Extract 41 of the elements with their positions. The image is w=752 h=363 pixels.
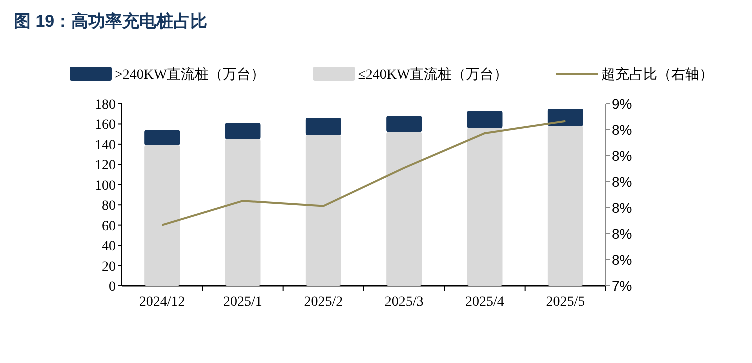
- legend-label: >240KW直流桩（万台）: [115, 67, 266, 83]
- bar: [225, 123, 261, 140]
- y2-tick-label: 8%: [612, 148, 632, 164]
- bar: [467, 111, 503, 128]
- bar: [548, 126, 584, 286]
- legend-label: 超充占比（右轴）: [601, 67, 714, 83]
- y2-tick-label: 8%: [612, 122, 632, 138]
- y-tick-label: 60: [102, 219, 116, 234]
- bar: [467, 128, 503, 286]
- y2-tick-label: 8%: [612, 200, 632, 216]
- x-tick-label: 2025/4: [466, 295, 504, 310]
- legend-label: ≤240KW直流桩（万台）: [358, 67, 508, 83]
- bar: [386, 116, 422, 132]
- y-tick-label: 80: [102, 199, 116, 214]
- y2-tick-label: 7%: [612, 278, 632, 294]
- y-tick-label: 140: [95, 138, 116, 154]
- y2-tick-label: 8%: [612, 226, 632, 242]
- y-tick-label: 40: [102, 240, 116, 255]
- bar: [144, 145, 180, 286]
- y-tick-label: 120: [95, 158, 116, 174]
- bar: [144, 130, 180, 146]
- y2-tick-label: 8%: [612, 252, 632, 268]
- x-tick-label: 2025/5: [546, 295, 586, 310]
- bar: [306, 135, 342, 286]
- x-tick-label: 2025/3: [384, 295, 424, 310]
- y2-tick-label: 8%: [612, 174, 632, 190]
- x-tick-label: 2024/12: [139, 295, 186, 310]
- bar: [548, 109, 584, 126]
- y-tick-label: 180: [95, 98, 116, 113]
- bar: [225, 139, 261, 286]
- y-tick-label: 0: [109, 280, 116, 295]
- y-tick-label: 100: [95, 178, 116, 194]
- y-tick-label: 20: [102, 260, 116, 275]
- x-tick-label: 2025/1: [224, 295, 262, 310]
- chart-title: 图 19：高功率充电桩占比: [14, 12, 208, 31]
- y-tick-label: 160: [95, 118, 116, 134]
- y2-tick-label: 9%: [612, 96, 632, 112]
- bar: [386, 132, 422, 286]
- x-tick-label: 2025/2: [304, 295, 344, 310]
- line-series: [161, 120, 567, 226]
- bar: [306, 118, 342, 136]
